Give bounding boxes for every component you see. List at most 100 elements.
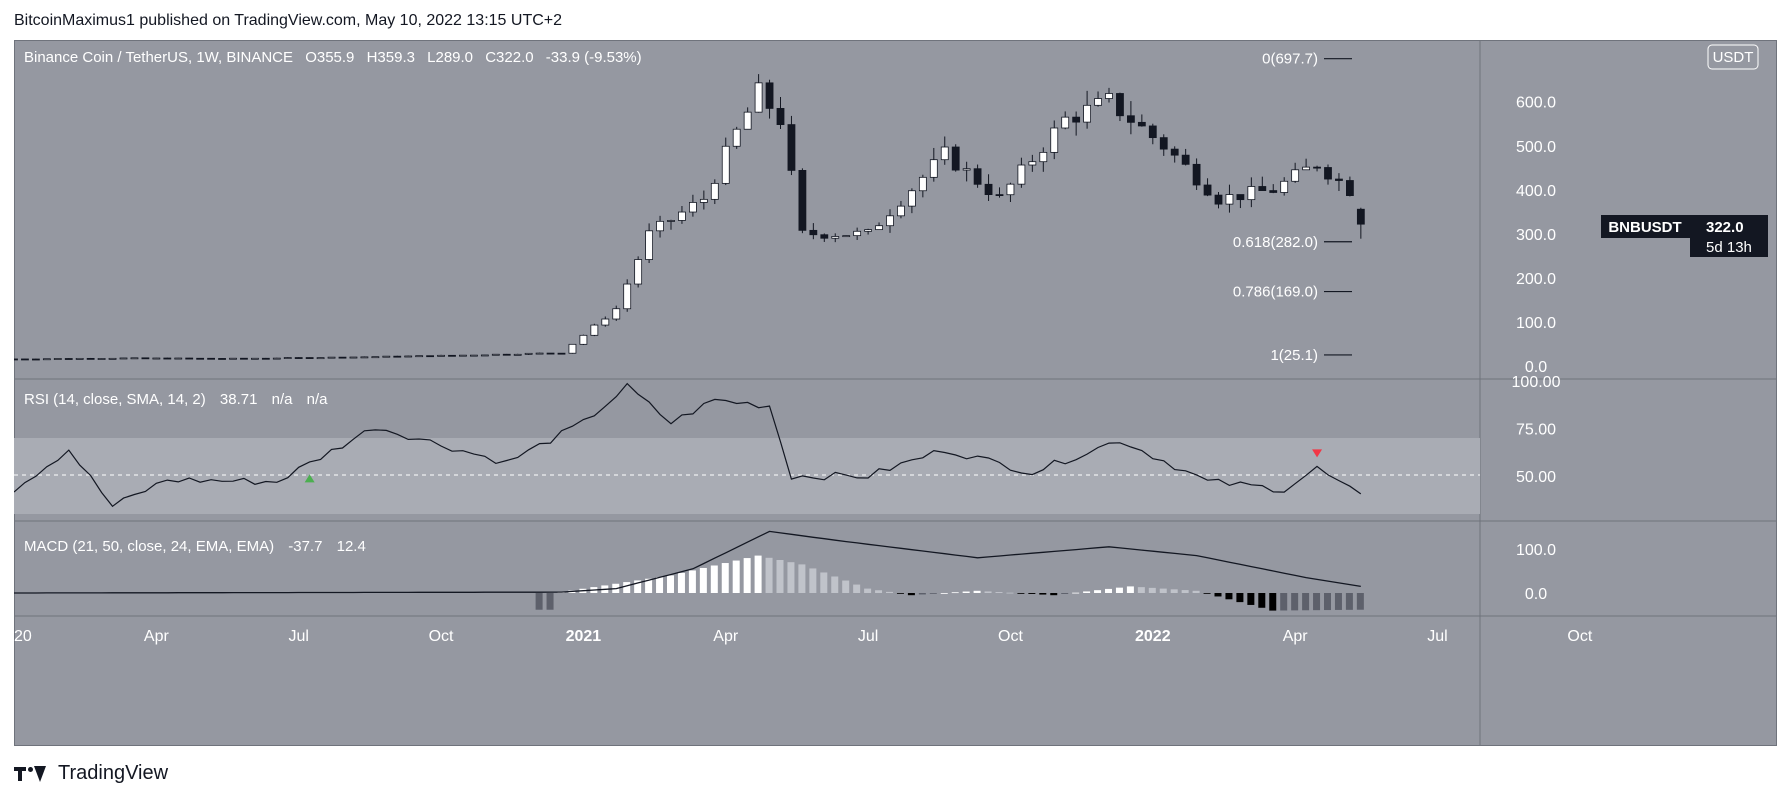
candle <box>382 355 391 358</box>
candle <box>645 230 653 260</box>
candle <box>1072 116 1081 123</box>
macd-histogram-bar <box>743 558 751 593</box>
macd-histogram-bar <box>1345 593 1353 610</box>
rsi-axis[interactable]: 100.00 75.00 50.00 <box>1512 374 1561 486</box>
candle <box>294 357 303 359</box>
candle <box>327 356 336 359</box>
macd-histogram-bar <box>1006 592 1014 594</box>
rsi-v3: n/a <box>307 391 329 408</box>
macd-histogram-bar <box>656 577 664 593</box>
price-tick: 300.0 <box>1516 227 1556 244</box>
candle <box>196 357 205 360</box>
macd-histogram-bar <box>1170 589 1178 593</box>
candle <box>1006 183 1015 196</box>
candle <box>634 259 643 285</box>
candle <box>316 357 325 360</box>
fib-layer: 0(697.7) 0.618(282.0) 0.786(169.0) 1(25.1) <box>1233 51 1352 364</box>
macd-histogram-bar <box>1148 587 1156 593</box>
candle <box>995 194 1004 197</box>
candle <box>1203 184 1212 196</box>
macd-histogram-bar <box>940 593 948 594</box>
candle <box>710 182 719 200</box>
main-legend: Binance Coin / TetherUS, 1W, BINANCE O35… <box>24 49 642 66</box>
candle <box>951 146 960 171</box>
macd-histogram-bar <box>1115 587 1123 593</box>
candle <box>64 358 73 360</box>
symbol-tag-label: BNBUSDT <box>1608 219 1681 236</box>
candle <box>174 357 183 360</box>
candle <box>240 357 248 360</box>
macd-histogram-bar <box>864 588 872 593</box>
candle <box>809 229 818 236</box>
macd-histogram-bar <box>853 584 861 593</box>
candle <box>338 356 347 359</box>
candle <box>1324 167 1332 180</box>
candle <box>524 352 533 355</box>
candle <box>21 358 29 361</box>
macd-histogram-bar <box>1181 590 1189 593</box>
macd-tick: 100.0 <box>1516 542 1556 559</box>
macd-histogram-bar <box>677 572 685 593</box>
chart-canvas[interactable]: 0(697.7)0.618(282.0)0.786(169.0)1(25.1) … <box>14 40 1777 746</box>
legend-o-label: O <box>305 49 317 66</box>
macd-histogram-bar <box>1203 593 1211 594</box>
tradingview-logo-icon <box>14 764 50 784</box>
candle <box>305 357 314 359</box>
macd-histogram-bar <box>776 560 784 593</box>
price-axis[interactable]: 600.0 500.0 400.0 300.0 200.0 100.0 0.0 <box>1516 95 1556 376</box>
candle <box>42 358 51 361</box>
macd-value: -37.7 <box>288 538 322 555</box>
fib-label: 0.786(169.0) <box>1233 284 1318 301</box>
currency-badge[interactable] <box>1707 44 1759 70</box>
candle <box>426 355 435 358</box>
macd-histogram-bar <box>875 590 883 593</box>
macd-axis[interactable]: 100.0 0.0 <box>1516 542 1556 603</box>
macd-histogram-bar <box>623 582 631 593</box>
candle <box>108 357 117 360</box>
macd-line <box>14 530 1361 594</box>
macd-histogram-bar <box>1334 593 1342 610</box>
candle <box>448 354 456 357</box>
macd-histogram-bar <box>732 560 740 593</box>
symbol-tag <box>1601 215 1690 238</box>
candle <box>1083 104 1091 123</box>
candle <box>1148 125 1157 139</box>
macd-histogram-bar <box>710 565 718 593</box>
candle <box>502 353 511 356</box>
macd-histogram-bar <box>907 593 915 596</box>
bearish-divergence-marker <box>1312 449 1323 458</box>
rsi-legend: RSI (14, close, SMA, 14, 2) 38.71 n/a n/… <box>24 391 328 408</box>
fib-label: 1(25.1) <box>1270 347 1318 364</box>
macd-histogram-bar <box>1269 593 1277 611</box>
legend-close: 322.0 <box>496 49 534 66</box>
macd-histogram-bar <box>1302 593 1310 611</box>
macd-histogram-bar <box>1236 593 1244 603</box>
candle <box>908 190 916 207</box>
candle <box>579 334 588 345</box>
candle <box>1116 93 1124 117</box>
price-tick: 200.0 <box>1516 271 1556 288</box>
time-tick: Oct <box>429 628 454 645</box>
candle <box>1094 98 1102 106</box>
legend-c-label: C <box>485 49 496 66</box>
candle <box>141 357 150 360</box>
bullish-divergence-marker <box>304 474 315 483</box>
time-tick: Jul <box>288 628 308 645</box>
candle <box>940 146 949 161</box>
macd-histogram-bar <box>1324 593 1331 611</box>
macd-histogram-bar <box>1083 591 1091 593</box>
candle <box>404 355 413 358</box>
fib-label: 0.618(282.0) <box>1233 234 1318 251</box>
candle <box>185 357 194 360</box>
macd-histogram-bar <box>820 572 828 593</box>
footer-brand[interactable]: TradingView <box>14 762 168 785</box>
price-tick: 400.0 <box>1516 183 1556 200</box>
macd-histogram-bar <box>546 593 554 610</box>
time-tick: 2021 <box>566 628 602 645</box>
candle <box>1214 194 1223 205</box>
macd-histogram-bar <box>721 563 729 593</box>
time-axis[interactable]: 20 Apr Jul Oct 2021 Apr Jul Oct 2022 Apr Jul Oct <box>14 628 1593 645</box>
macd-histogram-bar <box>973 590 981 593</box>
candle <box>612 308 621 320</box>
legend-low: 289.0 <box>435 49 473 66</box>
